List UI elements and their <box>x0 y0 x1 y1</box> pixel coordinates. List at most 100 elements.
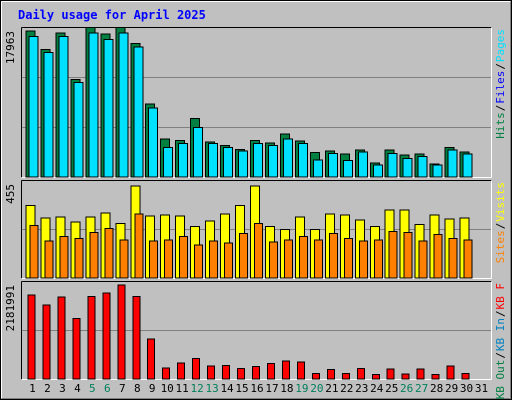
panel-2-legend-separator: / <box>494 310 507 317</box>
chart-title: Daily usage for April 2025 <box>18 8 206 22</box>
day-label-4: 4 <box>74 382 81 395</box>
bar-pages-day-27 <box>417 156 428 178</box>
bar-sites-day-6 <box>104 227 114 279</box>
bar-sites-day-11 <box>179 236 189 279</box>
bar-kbf-day-7 <box>117 284 126 380</box>
bar-sites-day-13 <box>209 240 219 279</box>
day-label-20: 20 <box>310 382 323 395</box>
bar-kbf-day-12 <box>192 357 201 380</box>
day-label-3: 3 <box>59 382 66 395</box>
bar-kbf-day-25 <box>386 368 395 380</box>
bar-pages-day-17 <box>267 144 278 178</box>
bar-kbf-day-29 <box>446 365 455 380</box>
bar-kbf-day-16 <box>252 366 261 380</box>
bar-kbf-day-11 <box>177 362 186 380</box>
bar-sites-day-12 <box>194 244 204 279</box>
bar-sites-day-28 <box>433 234 443 279</box>
bar-kbf-day-6 <box>102 292 111 380</box>
day-label-9: 9 <box>149 382 156 395</box>
panel-kbytes: 2181991 KB F/KB In/KB Out <box>4 281 507 399</box>
bar-sites-day-23 <box>358 240 368 279</box>
bar-sites-day-8 <box>134 213 144 279</box>
bar-pages-day-29 <box>447 149 458 178</box>
panel-0-legend-files: Files <box>494 71 507 104</box>
day-label-23: 23 <box>355 382 368 395</box>
bar-sites-day-5 <box>89 232 99 279</box>
bar-sites-day-10 <box>164 239 174 279</box>
bar-kbf-day-18 <box>281 360 290 380</box>
bar-kbf-day-8 <box>132 295 141 380</box>
panel-0-legend-hits: Hits <box>494 112 507 139</box>
panel-1-scale-label: 455 <box>4 184 17 204</box>
bar-kbf-day-28 <box>431 373 440 380</box>
bar-kbf-day-3 <box>57 296 66 380</box>
bar-pages-day-13 <box>208 143 219 178</box>
bar-sites-day-14 <box>224 242 234 279</box>
panel-1-legend-visits: Visits <box>494 182 507 222</box>
bar-pages-day-18 <box>282 138 293 178</box>
bar-sites-day-20 <box>313 239 323 279</box>
bar-pages-day-12 <box>193 126 204 178</box>
day-label-14: 14 <box>220 382 234 395</box>
bar-pages-day-26 <box>402 157 413 178</box>
panel-visits-sites: 455 Visits/Sites <box>4 180 507 279</box>
bar-sites-day-30 <box>463 239 473 279</box>
day-label-16: 16 <box>250 382 263 395</box>
day-label-11: 11 <box>176 382 189 395</box>
bar-kbf-day-5 <box>87 295 96 380</box>
bar-pages-day-8 <box>133 46 144 178</box>
bar-sites-day-26 <box>403 232 413 279</box>
bar-sites-day-22 <box>343 238 353 279</box>
bar-sites-day-3 <box>59 236 69 279</box>
day-label-12: 12 <box>191 382 204 395</box>
bar-pages-day-25 <box>387 152 398 178</box>
bar-pages-day-28 <box>432 164 443 178</box>
panel-2-legend-separator: / <box>494 352 507 359</box>
bar-sites-day-27 <box>418 240 428 279</box>
day-label-25: 25 <box>385 382 398 395</box>
day-label-29: 29 <box>445 382 458 395</box>
bar-kbf-day-22 <box>341 372 350 380</box>
bar-sites-day-1 <box>29 224 39 279</box>
bar-kbf-day-19 <box>296 361 305 380</box>
panel-2-legend-kb-f: KB F <box>494 283 507 310</box>
bar-kbf-day-4 <box>72 318 81 380</box>
day-label-7: 7 <box>119 382 126 395</box>
day-label-10: 10 <box>161 382 174 395</box>
day-label-13: 13 <box>205 382 218 395</box>
bar-pages-day-9 <box>148 107 159 178</box>
bar-kbf-day-10 <box>162 367 171 380</box>
day-label-5: 5 <box>89 382 96 395</box>
bar-sites-day-24 <box>373 239 383 279</box>
x-axis-day-labels: 1 2 3 4 5 6 7 8 9 10 11 12 13 14 15 16 17 18 19 20 21 22 23 24 2… <box>29 382 488 395</box>
day-label-6: 6 <box>104 382 111 395</box>
bar-kbf-day-17 <box>266 362 275 380</box>
bar-pages-day-30 <box>462 153 473 178</box>
panel-0-legend-separator: / <box>494 105 507 112</box>
panel-0-legend-pages: Pages <box>494 29 507 62</box>
day-label-17: 17 <box>265 382 278 395</box>
day-label-19: 19 <box>295 382 308 395</box>
bar-sites-day-29 <box>448 238 458 279</box>
day-label-21: 21 <box>325 382 338 395</box>
bar-sites-day-7 <box>119 239 129 279</box>
day-label-15: 15 <box>235 382 248 395</box>
panel-0-legend-separator: / <box>494 63 507 70</box>
bar-pages-day-23 <box>357 151 368 178</box>
bar-pages-day-6 <box>103 39 114 178</box>
bar-sites-day-19 <box>298 236 308 279</box>
bar-kbf-day-24 <box>371 373 380 380</box>
bar-sites-day-25 <box>388 231 398 279</box>
day-label-18: 18 <box>280 382 293 395</box>
bar-pages-day-21 <box>327 152 338 178</box>
bar-kbf-day-14 <box>222 365 231 380</box>
bar-pages-day-16 <box>253 143 264 178</box>
bar-kbf-day-9 <box>147 338 156 380</box>
day-label-27: 27 <box>415 382 428 395</box>
panel-1-legend-sites: Sites <box>494 230 507 263</box>
bar-kbf-day-27 <box>416 368 425 380</box>
bar-kbf-day-15 <box>237 368 246 380</box>
